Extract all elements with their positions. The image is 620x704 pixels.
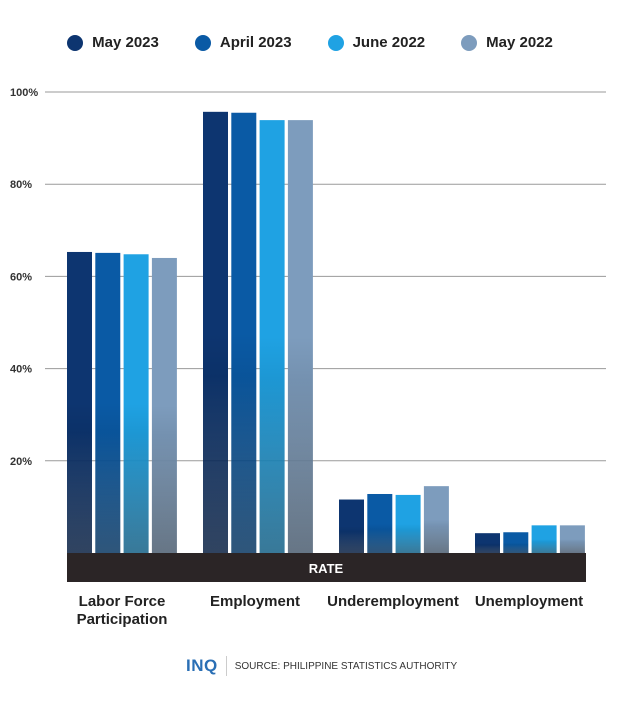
legend-swatch — [327, 34, 344, 51]
y-tick-label: 80% — [10, 179, 32, 191]
category-label: Employment — [209, 593, 300, 610]
bar-shade — [475, 533, 500, 553]
bar-shade — [367, 493, 393, 553]
bar-shade — [423, 486, 449, 553]
x-axis-band — [67, 553, 586, 582]
legend-swatch — [461, 34, 478, 51]
footer: INQ SOURCE: PHILIPPINE STATISTICS AUTHOR… — [186, 656, 457, 676]
legend-item: April 2023 — [194, 34, 292, 51]
inq-logo: INQ — [186, 656, 218, 675]
bar-shade — [95, 252, 121, 553]
bar-shade — [503, 532, 529, 553]
x-axis-label: RATE — [309, 561, 344, 576]
bar-shade — [559, 525, 585, 553]
divider — [225, 656, 227, 676]
y-tick-label: 60% — [10, 271, 32, 283]
bar-shade — [203, 111, 228, 553]
source-text: SOURCE: PHILIPPINE STATISTICS AUTHORITY — [234, 660, 458, 672]
bar-shade — [67, 251, 92, 554]
y-tick-label: 20% — [10, 456, 32, 468]
bar-shade — [287, 120, 313, 553]
legend-swatch — [67, 34, 84, 51]
category-label: Underemployment — [327, 593, 459, 610]
bar-shade — [395, 494, 421, 553]
legend: May 2023 April 2023 June 2022 May 2022 — [0, 34, 620, 51]
y-tick-label: 40% — [10, 364, 32, 376]
bar-shade — [259, 120, 285, 553]
legend-label: May 2023 — [92, 34, 159, 51]
bar-shade — [231, 112, 257, 554]
category-label: Unemployment — [474, 593, 584, 610]
bar-shade — [339, 499, 364, 553]
bar-shade — [151, 257, 177, 553]
legend-item: May 2023 — [67, 34, 159, 51]
legend-item: June 2022 — [327, 34, 426, 51]
legend-swatch — [194, 34, 211, 51]
bar-shade — [531, 525, 557, 553]
legend-label: April 2023 — [219, 34, 292, 51]
bar-shade — [123, 254, 149, 553]
y-tick-label: 100% — [10, 87, 38, 99]
legend-label: June 2022 — [352, 34, 426, 51]
legend-label: May 2022 — [486, 34, 553, 51]
legend-item: May 2022 — [461, 34, 553, 51]
category-label: Labor Force Participation — [76, 593, 168, 628]
